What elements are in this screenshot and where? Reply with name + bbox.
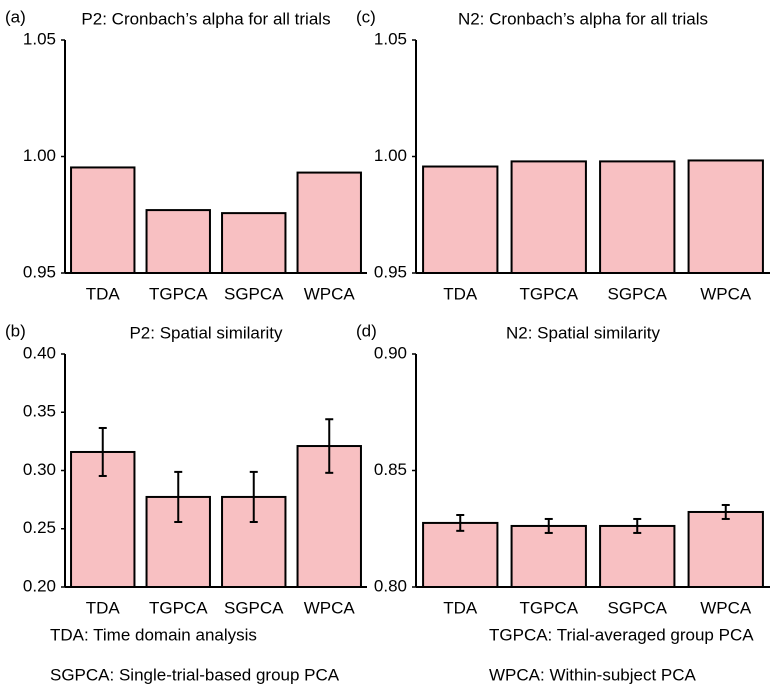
bar (687, 510, 764, 588)
x-tick-label: SGPCA (224, 284, 284, 303)
bar (599, 160, 676, 275)
y-tick-label: 0.40 (23, 343, 56, 362)
chart-title: N2: Cronbach’s alpha for all trials (458, 9, 708, 28)
bar (145, 209, 211, 274)
panel-label: (c) (356, 7, 376, 26)
chart-title: N2: Spatial similarity (506, 323, 660, 342)
bar (599, 524, 676, 588)
bar (510, 160, 587, 275)
note: TGPCA: Trial-averaged group PCA (489, 625, 754, 644)
error-bar (325, 418, 334, 474)
x-tick-label: TDA (443, 284, 478, 303)
y-tick-label: 1.00 (374, 146, 407, 165)
y-tick-label: 0.30 (23, 460, 56, 479)
error-bar (456, 514, 465, 532)
x-tick-label: TDA (443, 598, 478, 617)
bar (687, 159, 764, 274)
x-tick-label: TGPCA (519, 284, 578, 303)
x-tick-label: WPCA (700, 284, 752, 303)
bar (296, 171, 362, 274)
x-tick-label: TDA (86, 284, 121, 303)
x-tick-label: SGPCA (224, 598, 284, 617)
panel-label: (b) (5, 321, 26, 340)
note: TDA: Time domain analysis (50, 625, 257, 644)
y-tick-label: 0.95 (374, 262, 407, 281)
x-tick-label: WPCA (700, 598, 752, 617)
chart-title: P2: Cronbach’s alpha for all trials (81, 9, 330, 28)
x-tick-label: WPCA (304, 598, 356, 617)
x-tick-label: TDA (86, 598, 121, 617)
x-tick-label: SGPCA (607, 284, 667, 303)
bar (422, 521, 499, 588)
y-tick-label: 1.00 (23, 146, 56, 165)
y-tick-label: 0.20 (23, 576, 56, 595)
bar (510, 524, 587, 588)
y-tick-label: 1.05 (23, 29, 56, 48)
y-tick-label: 0.35 (23, 402, 56, 421)
error-bar (721, 503, 730, 520)
note: WPCA: Within-subject PCA (489, 665, 697, 684)
x-tick-label: TGPCA (149, 284, 208, 303)
error-bar (98, 426, 107, 477)
bar (422, 165, 499, 274)
x-tick-label: WPCA (304, 284, 356, 303)
x-tick-label: SGPCA (607, 598, 667, 617)
x-tick-label: TGPCA (149, 598, 208, 617)
y-tick-label: 0.25 (23, 518, 56, 537)
bar (70, 166, 136, 275)
panel-label: (d) (356, 321, 377, 340)
note: SGPCA: Single-trial-based group PCA (50, 665, 340, 684)
error-bar (633, 517, 642, 534)
y-tick-label: 0.80 (374, 576, 407, 595)
panel-label: (a) (5, 7, 26, 26)
y-tick-label: 0.95 (23, 262, 56, 281)
error-bar (544, 517, 553, 534)
y-tick-label: 0.90 (374, 343, 407, 362)
x-tick-label: TGPCA (519, 598, 578, 617)
error-bar (249, 470, 258, 523)
y-tick-label: 1.05 (374, 29, 407, 48)
error-bar (174, 470, 183, 523)
bar (221, 212, 287, 275)
y-tick-label: 0.85 (374, 460, 407, 479)
chart-title: P2: Spatial similarity (129, 323, 283, 342)
